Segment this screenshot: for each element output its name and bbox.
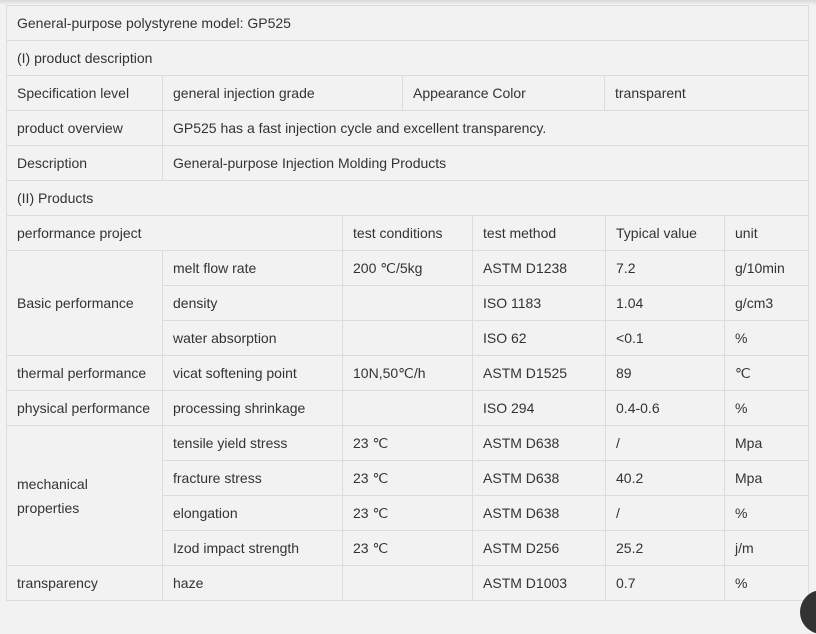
group-name: transparency xyxy=(6,565,163,601)
table-row: physical performance processing shrinkage… xyxy=(6,390,810,426)
product-properties-table: performance project test conditions test… xyxy=(5,215,810,601)
section-2-heading: (II) Products xyxy=(6,180,809,216)
test-method: ISO 62 xyxy=(472,320,607,356)
test-conditions xyxy=(342,285,474,321)
unit: j/m xyxy=(724,530,810,566)
property-name: density xyxy=(161,285,344,321)
test-conditions: 23 ℃ xyxy=(342,425,474,461)
table-row: water absorption ISO 62 <0.1% xyxy=(7,320,810,356)
unit: Mpa xyxy=(724,460,810,496)
group-name: Basic performance xyxy=(6,250,163,356)
property-name: water absorption xyxy=(161,320,344,356)
color-label: Appearance Color xyxy=(402,75,605,111)
header-typical-value: Typical value xyxy=(605,215,726,251)
table-row: Description General-purpose Injection Mo… xyxy=(6,145,809,181)
header-test-conditions: test conditions xyxy=(342,215,474,251)
table-row: product overview GP525 has a fast inject… xyxy=(6,110,809,146)
unit: g/cm3 xyxy=(724,285,810,321)
test-method: ASTM D256 xyxy=(472,530,607,566)
unit: Mpa xyxy=(724,425,810,461)
unit: % xyxy=(724,390,810,426)
typical-value: 40.2 xyxy=(605,460,726,496)
test-conditions: 23 ℃ xyxy=(342,530,474,566)
test-conditions xyxy=(342,390,474,426)
group-name-text: mechanical properties xyxy=(17,475,88,516)
table-row: transparency haze ASTM D1003 0.7% xyxy=(6,565,810,601)
property-name: melt flow rate xyxy=(161,250,344,286)
typical-value: 0.7 xyxy=(605,565,726,601)
property-name: elongation xyxy=(161,495,344,531)
unit: % xyxy=(724,495,810,531)
typical-value: 25.2 xyxy=(605,530,726,566)
test-method: ISO 294 xyxy=(472,390,607,426)
test-conditions xyxy=(342,565,474,601)
typical-value: 89 xyxy=(605,355,726,391)
test-method: ASTM D638 xyxy=(472,460,607,496)
unit: ℃ xyxy=(724,355,810,391)
spec-value: general injection grade xyxy=(162,75,403,111)
table-row: thermal performance vicat softening point… xyxy=(6,355,810,391)
test-conditions: 10N,50℃/h xyxy=(342,355,474,391)
group-name: physical performance xyxy=(6,390,163,426)
test-method: ASTM D1003 xyxy=(472,565,607,601)
test-conditions: 23 ℃ xyxy=(342,495,474,531)
group-name: thermal performance xyxy=(6,355,163,391)
typical-value: / xyxy=(605,495,726,531)
table-row: Izod impact strength 23 ℃ ASTM D256 25.2 j/m xyxy=(7,530,810,566)
overview-value: GP525 has a fast injection cycle and exc… xyxy=(162,110,809,146)
test-conditions: 23 ℃ xyxy=(342,460,474,496)
property-name: haze xyxy=(161,565,344,601)
typical-value: 7.2 xyxy=(605,250,726,286)
test-method: ASTM D638 xyxy=(472,425,607,461)
header-test-method: test method xyxy=(472,215,607,251)
property-name: Izod impact strength xyxy=(161,530,344,566)
test-method: ASTM D638 xyxy=(472,495,607,531)
typical-value: 0.4-0.6 xyxy=(605,390,726,426)
table-row: density ISO 1183 1.04 g/cm3 xyxy=(7,285,810,321)
table-row: mechanical properties tensile yield stres… xyxy=(6,425,810,566)
test-method: ASTM D1238 xyxy=(472,250,607,286)
typical-value: <0.1 xyxy=(605,320,726,356)
property-name: processing shrinkage xyxy=(161,390,344,426)
test-conditions xyxy=(342,320,474,356)
description-label: Description xyxy=(6,145,163,181)
typical-value: 1.04 xyxy=(605,285,726,321)
header-unit: unit xyxy=(724,215,810,251)
property-name: vicat softening point xyxy=(161,355,344,391)
section-heading-row: (I) product description xyxy=(6,40,809,76)
top-shadow xyxy=(0,0,816,5)
table-row: elongation 23 ℃ ASTM D638/% xyxy=(7,495,810,531)
property-name: tensile yield stress xyxy=(161,425,344,461)
product-title: General-purpose polystyrene model: GP525 xyxy=(6,5,809,41)
title-row: General-purpose polystyrene model: GP525 xyxy=(6,5,809,41)
table-row: fracture stress 23 ℃ ASTM D638 40.2 Mpa xyxy=(7,460,810,496)
section-1-heading: (I) product description xyxy=(6,40,809,76)
section-heading-row: (II) Products xyxy=(6,180,809,216)
product-description-table: General-purpose polystyrene model: GP525… xyxy=(6,5,809,216)
test-conditions: 200 ℃/5kg xyxy=(342,250,474,286)
table-row: Basic performance melt flow rate 200 ℃/5kg… xyxy=(6,250,810,356)
unit: % xyxy=(724,565,810,601)
typical-value: / xyxy=(605,425,726,461)
overview-label: product overview xyxy=(6,110,163,146)
unit: g/10min xyxy=(724,250,810,286)
header-row: performance project test conditions test… xyxy=(5,215,810,251)
property-name: fracture stress xyxy=(161,460,344,496)
test-method: ISO 1183 xyxy=(472,285,607,321)
test-method: ASTM D1525 xyxy=(472,355,607,391)
unit: % xyxy=(724,320,810,356)
header-performance-project: performance project xyxy=(5,215,344,251)
color-value: transparent xyxy=(604,75,809,111)
description-value: General-purpose Injection Molding Produc… xyxy=(162,145,809,181)
spec-label: Specification level xyxy=(6,75,163,111)
group-name: mechanical properties xyxy=(6,425,163,566)
table-row: Specification level general injection gr… xyxy=(6,75,809,111)
